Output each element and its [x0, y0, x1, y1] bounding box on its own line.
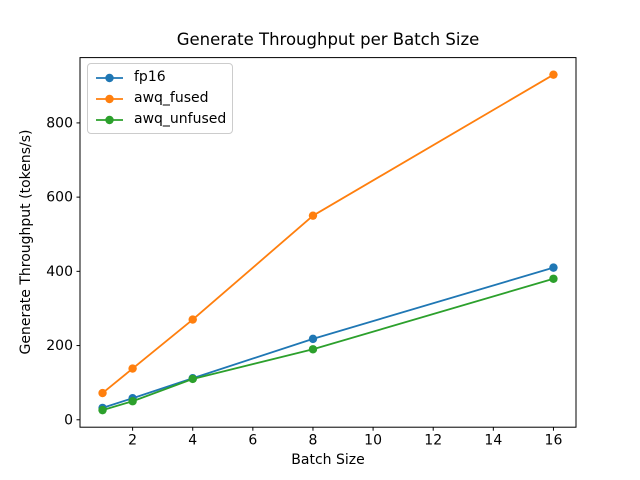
x-tick-label: 12 [424, 433, 442, 449]
legend-item-awq_unfused: awq_unfused [88, 109, 232, 130]
y-tick-label: 600 [46, 190, 73, 206]
chart-title: Generate Throughput per Batch Size [176, 30, 480, 49]
legend-item-fp16: fp16 [88, 67, 232, 88]
x-tick-label: 14 [484, 433, 502, 449]
legend-label-awq_unfused: awq_unfused [134, 111, 227, 127]
data-point-awq_fused-x8 [308, 211, 318, 220]
legend-swatch-awq_fused [96, 94, 123, 103]
x-tick-label: 4 [188, 433, 197, 449]
data-point-fp16-x16 [549, 263, 558, 272]
data-point-awq_unfused-x16 [549, 274, 558, 283]
data-point-awq_unfused-x1 [98, 405, 107, 415]
legend-label-fp16: fp16 [134, 69, 166, 85]
x-axis-label: Batch Size [291, 452, 365, 468]
legend-item-awq_fused: awq_fused [88, 88, 232, 109]
legend-swatch-awq_unfused [96, 115, 123, 124]
x-tick-label: 10 [364, 433, 382, 449]
data-point-awq_fused-x16 [549, 70, 558, 79]
data-point-awq_fused-x2 [128, 364, 137, 373]
data-point-awq_fused-x1 [98, 388, 107, 398]
series-line-awq_unfused [101, 277, 555, 412]
data-point-awq_unfused-x4 [188, 374, 197, 384]
legend-label-awq_fused: awq_fused [134, 90, 209, 106]
y-tick-label: 800 [46, 115, 73, 131]
y-tick-label: 0 [64, 412, 73, 428]
data-point-awq_unfused-x8 [308, 345, 318, 354]
y-tick-label: 200 [46, 338, 73, 354]
y-tick-label: 400 [46, 264, 73, 280]
x-tick-label: 6 [248, 433, 257, 449]
axes-frame [79, 57, 577, 428]
x-tick-label: 8 [309, 433, 318, 449]
data-point-awq_fused-x4 [188, 315, 197, 324]
data-point-awq_unfused-x2 [128, 397, 137, 406]
legend-swatch-fp16 [96, 73, 123, 82]
x-tick-label: 16 [545, 433, 563, 449]
x-tick-label: 2 [128, 433, 137, 449]
legend: fp16 awq_fused awq_unfused [87, 63, 233, 134]
data-point-fp16-x8 [308, 334, 318, 344]
